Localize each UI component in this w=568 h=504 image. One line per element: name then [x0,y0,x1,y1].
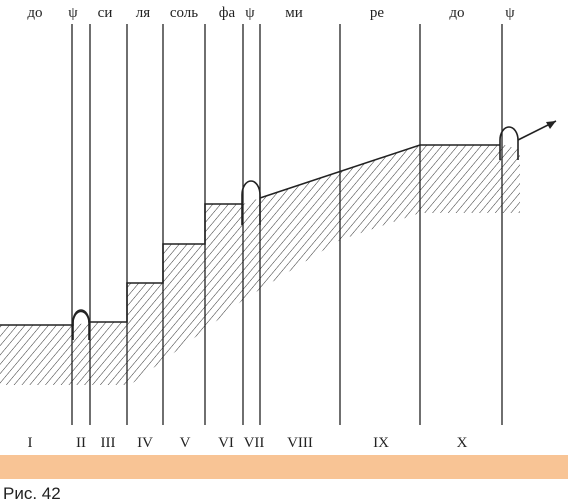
section-label: I [28,435,33,451]
section-label: V [180,435,191,451]
note-label: си [98,5,113,21]
vertical-lines [71,22,503,425]
section-label: VIII [287,435,313,451]
section-label: VI [218,435,234,451]
bump-1 [72,309,90,340]
section-label: II [76,435,86,451]
section-label: VII [244,435,265,451]
section-label: X [457,435,468,451]
section-label: IV [137,435,153,451]
section-label: IX [373,435,389,451]
top-labels: до ψ си ля соль фа ψ ми ре до ψ [0,0,568,24]
bottom-labels: I II III IV V VI VII VIII IX X [28,435,468,451]
psi-label: ψ [245,5,255,21]
note-label: ля [136,5,150,21]
section-label: III [101,435,116,451]
bump-3 [499,126,519,160]
psi-label: ψ [505,5,515,21]
caption-band [0,455,568,479]
note-label: соль [170,5,198,21]
note-label: до [449,5,464,21]
caption: Рис. 42 [3,484,61,503]
note-label: до [27,5,42,21]
note-label: ми [285,5,303,21]
psi-label: ψ [68,5,78,21]
arrow-head [546,121,556,129]
label-backdrop [0,0,568,24]
note-label: ре [370,5,385,21]
note-label: фа [219,5,236,21]
